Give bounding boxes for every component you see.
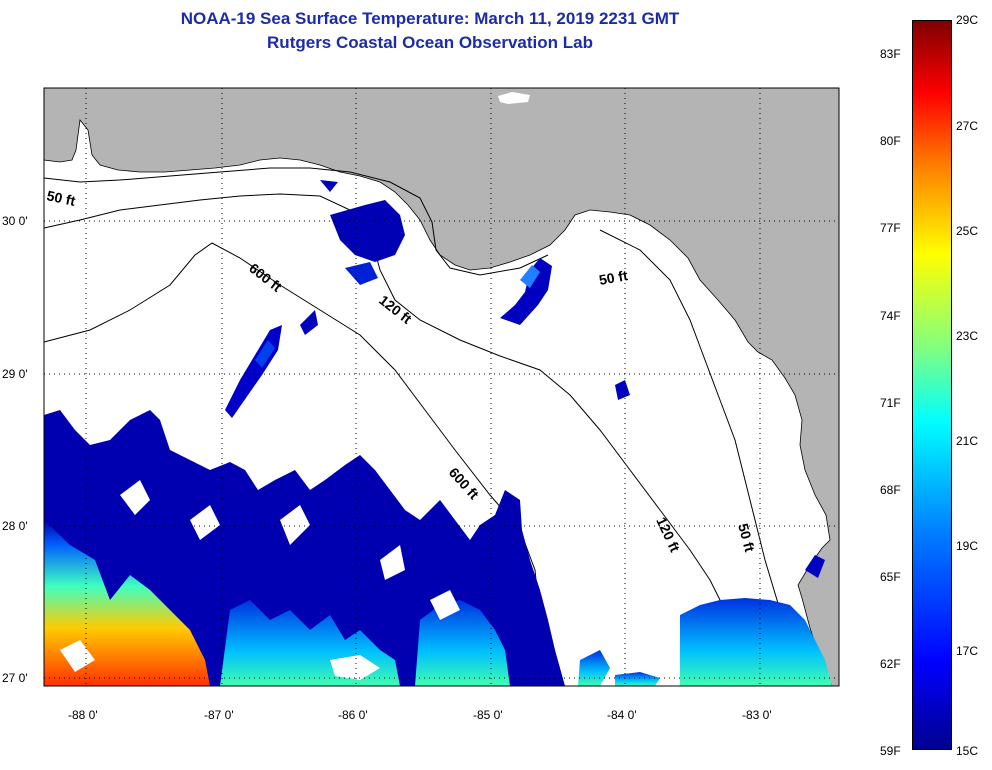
colorbar-c-label: 19C — [956, 539, 979, 553]
lon-tick-label: -83 0' — [742, 708, 772, 722]
land-mass — [43, 87, 840, 687]
longitude-labels: -88 0' -87 0' -86 0' -85 0' -84 0' -83 0… — [68, 708, 772, 722]
nodata-land-patch — [498, 92, 530, 104]
lon-tick-label: -86 0' — [338, 708, 368, 722]
colorbar-c-label: 23C — [956, 329, 979, 343]
colorbar-f-label: 65F — [880, 570, 901, 584]
lon-tick-label: -87 0' — [204, 708, 234, 722]
lat-tick-label: 28 0' — [2, 519, 28, 533]
temperature-colorbar — [912, 20, 952, 750]
colorbar-c-label: 21C — [956, 434, 979, 448]
contour-50ft-west — [43, 167, 549, 276]
colorbar-c-label: 25C — [956, 224, 979, 238]
colorbar-f-label: 80F — [880, 134, 901, 148]
sst-nodata-gaps — [60, 480, 460, 680]
colorbar-c-label: 27C — [956, 119, 979, 133]
colorbar-f-label: 74F — [880, 309, 901, 323]
lat-tick-label: 27 0' — [2, 671, 28, 685]
lon-tick-label: -84 0' — [607, 708, 637, 722]
map-title: NOAA-19 Sea Surface Temperature: March 1… — [180, 9, 680, 28]
colorbar-f-label: 68F — [880, 483, 901, 497]
map-subtitle: Rutgers Coastal Ocean Observation Lab — [267, 33, 593, 52]
sst-warm-streaks — [44, 520, 832, 686]
lat-tick-label: 30 0' — [2, 214, 28, 228]
contour-label: 50 ft — [735, 522, 758, 554]
colorbar-c-label: 15C — [956, 744, 979, 758]
latitude-labels: 30 0' 29 0' 28 0' 27 0' — [2, 214, 28, 685]
contour-120ft-west — [43, 193, 753, 687]
lon-tick-label: -85 0' — [473, 708, 503, 722]
contour-label: 50 ft — [598, 267, 629, 288]
lon-tick-label: -88 0' — [68, 708, 98, 722]
colorbar-c-label: 17C — [956, 644, 979, 658]
colorbar-f-label: 71F — [880, 396, 901, 410]
colorbar-f-label: 62F — [880, 657, 901, 671]
contour-label: 50 ft — [45, 187, 77, 209]
lat-tick-label: 29 0' — [2, 367, 28, 381]
map-border — [43, 87, 840, 687]
colorbar-f-label: 83F — [880, 47, 901, 61]
colorbar-c-label: 29C — [956, 13, 979, 27]
colorbar-f-label: 77F — [880, 221, 901, 235]
colorbar-f-label: 59F — [880, 744, 901, 758]
